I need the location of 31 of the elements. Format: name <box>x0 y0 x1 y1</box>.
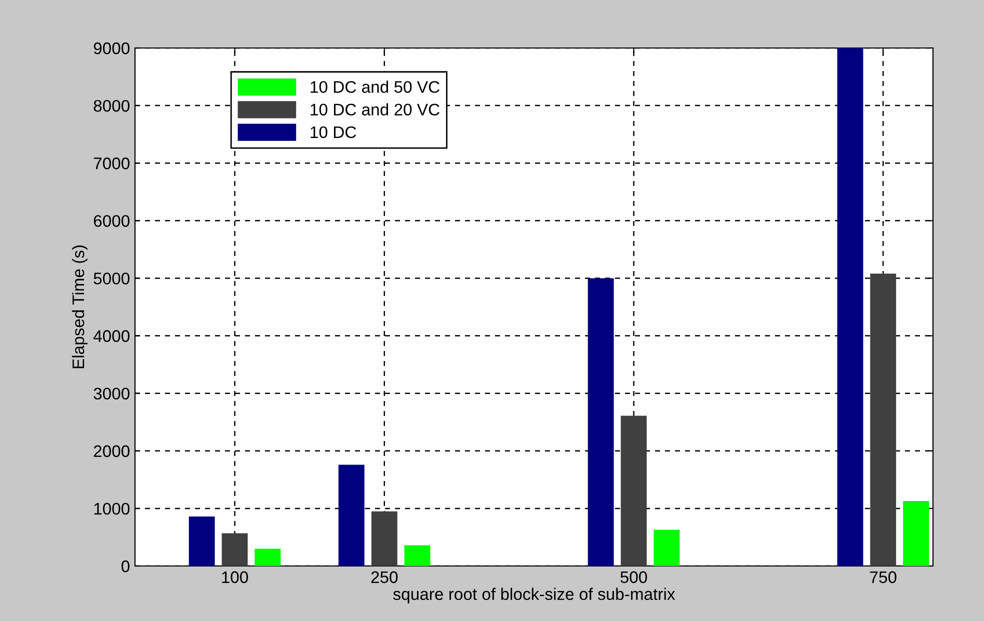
bar <box>338 464 364 566</box>
y-axis-title: Elapsed Time (s) <box>72 246 88 368</box>
y-tick-label: 8000 <box>94 100 130 112</box>
bar <box>588 278 614 566</box>
y-tick-label: 0 <box>122 560 130 572</box>
y-tick-label: 4000 <box>93 330 130 342</box>
bar <box>188 516 215 566</box>
x-tick-label: 250 <box>371 571 398 584</box>
bar <box>404 545 430 566</box>
y-tick-label: 7000 <box>94 158 130 170</box>
y-tick-label: 5000 <box>94 272 130 284</box>
legend-label: 10 DC and 50 VC <box>310 80 440 93</box>
x-tick-label: 500 <box>620 571 648 584</box>
y-tick-label: 6000 <box>94 215 130 227</box>
y-tick-label: 3000 <box>94 388 130 400</box>
legend-label: 10 DC <box>310 126 356 138</box>
bar <box>870 274 896 566</box>
legend-label: 10 DC and 20 VC <box>310 103 440 116</box>
y-tick-label: 2000 <box>94 445 130 458</box>
bar <box>371 511 398 566</box>
bar <box>620 416 647 566</box>
x-tick-label: 750 <box>870 571 896 584</box>
bar <box>254 548 281 566</box>
bar <box>222 533 248 566</box>
bar <box>654 530 680 566</box>
x-tick-label: 100 <box>222 571 248 584</box>
y-tick-label: 1000 <box>94 502 130 515</box>
bar <box>837 48 864 566</box>
x-axis-title: square root of block-size of sub-matrix <box>393 588 676 604</box>
y-tick-label: 9000 <box>94 42 130 54</box>
bar <box>903 500 930 566</box>
